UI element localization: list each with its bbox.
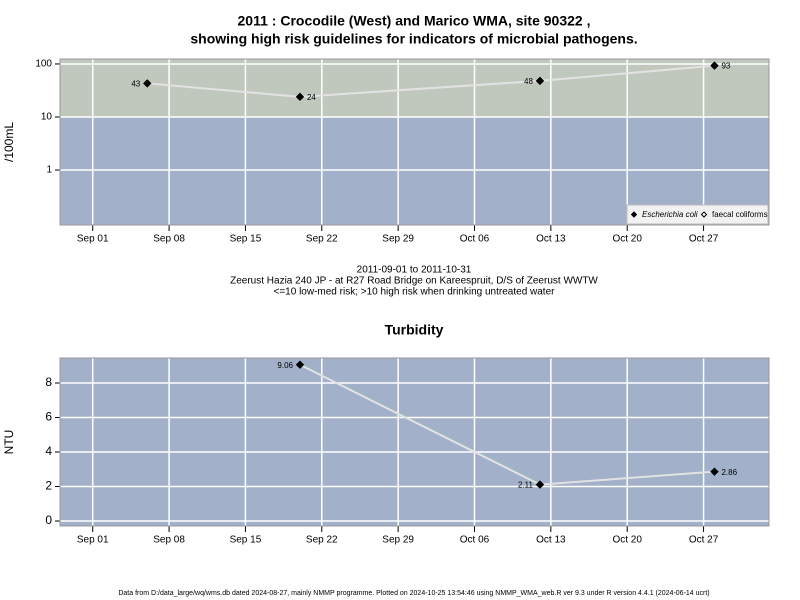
plot-frame xyxy=(59,58,770,226)
chart-title: Turbidity xyxy=(385,322,444,338)
value-label: 9.06 xyxy=(277,361,293,370)
legend-label: Escherichia coli xyxy=(642,210,698,219)
x-tick-label: Sep 08 xyxy=(153,234,185,245)
y-tick-label: 2 xyxy=(45,479,52,493)
x-tick-label: Oct 06 xyxy=(460,234,490,245)
caption-line: <=10 low-med risk; >10 high risk when dr… xyxy=(274,287,556,298)
y-tick-label: 1 xyxy=(46,165,52,176)
x-tick-label: Sep 22 xyxy=(306,535,338,546)
x-tick-label: Oct 27 xyxy=(689,234,719,245)
y-tick-label: 4 xyxy=(45,444,52,458)
x-tick-label: Sep 29 xyxy=(382,234,414,245)
data-point xyxy=(535,76,545,86)
y-tick-label: 6 xyxy=(45,410,52,424)
chart-subtitle: showing high risk guidelines for indicat… xyxy=(190,31,637,47)
x-tick-label: Sep 08 xyxy=(153,535,185,546)
legend-box xyxy=(626,204,769,225)
plot-frame xyxy=(59,357,770,527)
data-point xyxy=(295,92,305,102)
value-label: 2.86 xyxy=(721,468,737,477)
chart-title: 2011 : Crocodile (West) and Marico WMA, … xyxy=(238,13,591,29)
y-tick-label: 0 xyxy=(45,513,52,527)
y-axis-label: /100mL xyxy=(2,122,16,162)
data-line xyxy=(147,64,715,98)
x-tick-label: Oct 13 xyxy=(536,535,566,546)
x-tick-label: Oct 20 xyxy=(612,234,642,245)
data-point xyxy=(710,61,719,70)
x-tick-label: Sep 01 xyxy=(77,535,109,546)
x-tick-label: Sep 29 xyxy=(382,535,414,546)
high-risk-band xyxy=(60,59,769,117)
data-point xyxy=(143,79,152,88)
value-label: 43 xyxy=(131,80,140,89)
value-label: 24 xyxy=(307,93,316,102)
x-tick-label: Sep 22 xyxy=(306,234,338,245)
caption-line: Zeerust Hazia 240 JP - at R27 Road Bridg… xyxy=(230,276,598,287)
legend: Escherichia coli faecal coliforms xyxy=(626,204,769,225)
plot-background xyxy=(60,358,769,526)
legend-marker xyxy=(630,211,638,218)
footer: Data from D:/data_large/wq/wms.db dated … xyxy=(118,590,709,597)
x-tick-label: Sep 15 xyxy=(230,234,262,245)
caption-line: 2011-09-01 to 2011-10-31 xyxy=(357,265,472,276)
x-tick-label: Sep 01 xyxy=(77,234,109,245)
legend-label: faecal coliforms xyxy=(712,210,768,219)
y-tick-label: 100 xyxy=(35,59,52,70)
value-label: 2.11 xyxy=(518,481,534,490)
x-tick-label: Oct 06 xyxy=(460,535,490,546)
x-tick-label: Oct 20 xyxy=(612,535,642,546)
data-point xyxy=(535,480,545,489)
x-tick-label: Sep 15 xyxy=(230,535,262,546)
x-tick-label: Oct 13 xyxy=(536,234,566,245)
y-tick-label: 8 xyxy=(45,375,52,389)
y-tick-label: 10 xyxy=(41,112,53,123)
value-label: 48 xyxy=(524,77,533,86)
x-tick-label: Oct 27 xyxy=(689,535,719,546)
legend-marker xyxy=(700,211,708,218)
data-point xyxy=(295,360,305,369)
value-label: 93 xyxy=(721,62,730,71)
data-point xyxy=(710,467,719,476)
y-axis-label: NTU xyxy=(2,430,16,455)
